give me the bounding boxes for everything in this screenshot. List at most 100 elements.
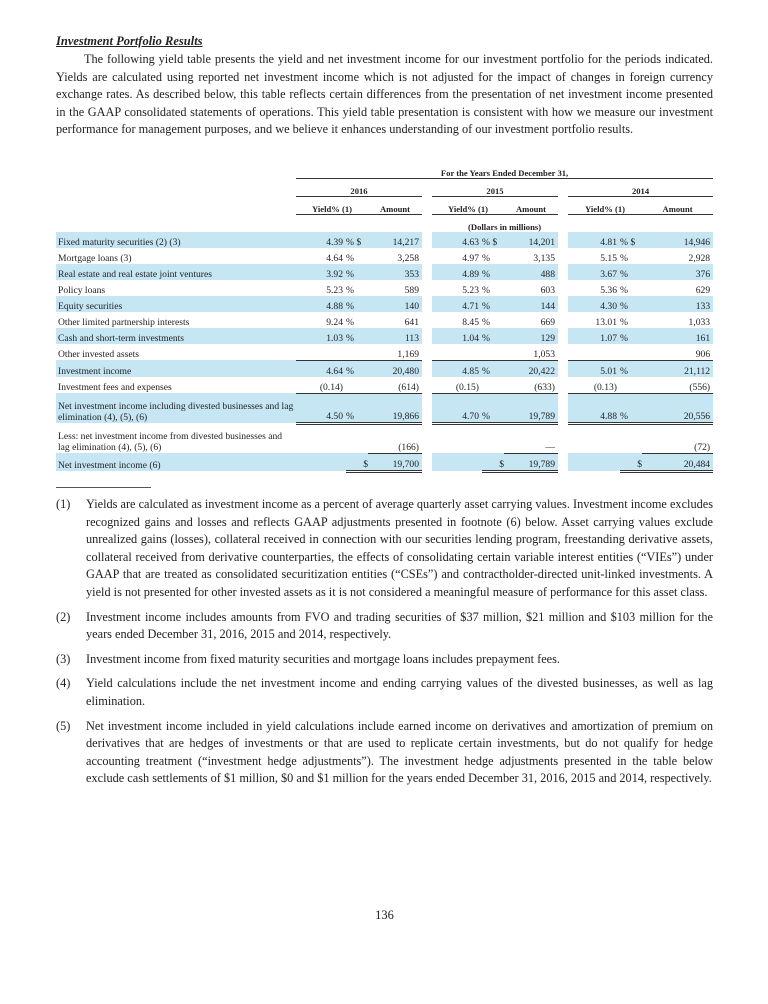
amount-value: 1,053 xyxy=(504,343,558,361)
percent-sign xyxy=(482,423,504,453)
percent-sign: % xyxy=(482,295,504,312)
percent-sign xyxy=(620,423,642,453)
row-label: Policy loans xyxy=(58,284,106,296)
amount-value: 603 xyxy=(540,284,555,296)
footnote: (4) Yield calculations include the net in… xyxy=(56,675,713,710)
table-row: Fixed maturity securities (2) (3) 4.39% $… xyxy=(56,231,714,248)
percent-sign: % xyxy=(346,284,354,296)
percent-sign xyxy=(482,343,504,361)
amount-value: 21,112 xyxy=(642,360,714,377)
yield-value xyxy=(296,343,346,361)
amount-value: (166) xyxy=(368,423,422,454)
yield-value: 9.24 xyxy=(326,316,343,328)
amount-value: 14,946 xyxy=(642,231,714,248)
yield-value: 13.01 xyxy=(595,316,617,328)
footnote-number: (2) xyxy=(56,609,71,624)
yield-value: 4.85 xyxy=(432,360,482,377)
amount-value: 129 xyxy=(504,327,558,344)
amount-value: 589 xyxy=(404,284,419,296)
percent-sign: $ xyxy=(346,453,368,473)
row-label: Investment income xyxy=(56,360,296,377)
yield-value: 5.36 xyxy=(600,284,617,296)
table-row: Less: net investment income from diveste… xyxy=(56,423,714,454)
percent-sign: % xyxy=(620,295,642,312)
amount-value: 19,789 xyxy=(504,453,558,473)
percent-sign: % xyxy=(482,327,504,344)
yield-col-header: Yield% (1) xyxy=(432,196,504,215)
row-label: Investment fees and expenses xyxy=(58,382,172,394)
yield-value: (0.15) xyxy=(432,376,482,394)
footnote-number: (4) xyxy=(56,676,71,691)
footnote: (3) Investment income from fixed maturity… xyxy=(56,651,713,669)
percent-sign: % xyxy=(482,360,504,377)
footnote-number: (5) xyxy=(56,718,71,733)
yield-value xyxy=(296,453,346,472)
amount-col-header: Amount xyxy=(368,196,422,215)
page-number: 136 xyxy=(375,907,394,922)
percent-sign xyxy=(620,343,642,361)
yield-value: 4.81 xyxy=(568,231,620,248)
amount-value: 641 xyxy=(404,316,419,328)
amount-value: (614) xyxy=(368,376,422,394)
amount-value: 669 xyxy=(540,316,555,328)
yield-value: 1.07 xyxy=(568,327,620,344)
amount-value: 161 xyxy=(642,327,714,344)
amount-value: 19,789 xyxy=(504,393,558,425)
yield-value xyxy=(568,343,620,361)
amount-value: (72) xyxy=(642,423,714,454)
footnote: (1) Yields are calculated as investment i… xyxy=(56,496,713,602)
percent-sign: % xyxy=(620,360,642,377)
row-label: Less: net investment income from diveste… xyxy=(58,431,283,454)
percent-sign: $ xyxy=(620,453,642,473)
percent-sign: % xyxy=(620,284,628,296)
percent-sign: % xyxy=(346,327,368,344)
amount-value: 133 xyxy=(642,295,714,312)
percent-sign: % xyxy=(346,252,354,264)
percent-sign: % xyxy=(346,263,368,280)
amount-value: 906 xyxy=(642,343,714,361)
yield-value xyxy=(432,343,482,361)
percent-sign: % xyxy=(346,316,354,328)
yield-table: For the Years Ended December 31, 2016 2015… xyxy=(56,160,714,473)
intro-paragraph: The following yield table presents the y… xyxy=(56,52,713,137)
amount-col-header: Amount xyxy=(504,196,558,215)
table-row: Policy loans 5.23% 589 5.23% 603 5.36% 629 xyxy=(56,280,713,296)
amount-col-header: Amount xyxy=(642,196,714,215)
table-row: Other limited partnership interests 9.24%… xyxy=(56,312,713,328)
row-label: Fixed maturity securities (2) (3) xyxy=(56,231,296,248)
footnote: (2) Investment income includes amounts fr… xyxy=(56,609,713,644)
amount-value: 629 xyxy=(695,284,711,296)
amount-value: 20,484 xyxy=(642,453,714,473)
yield-value: 4.64 xyxy=(326,252,343,264)
footnote-number: (3) xyxy=(56,651,71,666)
yield-value xyxy=(568,453,620,472)
amount-value: 144 xyxy=(504,295,558,312)
yield-value: 4.97 xyxy=(462,252,479,264)
yield-value: 4.88 xyxy=(296,295,346,312)
amount-value: 20,480 xyxy=(368,360,422,377)
amount-value: 20,422 xyxy=(504,360,558,377)
amount-value: 14,201 xyxy=(504,231,558,248)
percent-sign: % xyxy=(346,295,368,312)
percent-sign: % $ xyxy=(346,231,368,248)
footnotes: (1) Yields are calculated as investment i… xyxy=(56,496,713,788)
row-label: Equity securities xyxy=(56,295,296,312)
percent-sign: % xyxy=(482,393,504,425)
row-label: Cash and short-term investments xyxy=(56,327,296,344)
amount-value: (633) xyxy=(504,376,558,394)
yield-col-header: Yield% (1) xyxy=(296,196,368,215)
footnote-text: Investment income includes amounts from … xyxy=(86,609,713,642)
amount-value: 2,928 xyxy=(688,252,711,264)
amount-value: 1,169 xyxy=(368,343,422,361)
percent-sign xyxy=(346,343,368,361)
yield-value: 4.63 xyxy=(432,231,482,248)
year-header: 2014 xyxy=(568,178,714,197)
row-label: Mortgage loans (3) xyxy=(58,252,132,264)
yield-value: 1.03 xyxy=(296,327,346,344)
amount-value: — xyxy=(504,423,558,454)
percent-sign: % xyxy=(620,393,642,425)
amount-value: 14,217 xyxy=(368,231,422,248)
amount-value: (556) xyxy=(642,376,714,394)
yield-value: 4.88 xyxy=(568,393,620,425)
yield-value: 4.64 xyxy=(296,360,346,377)
